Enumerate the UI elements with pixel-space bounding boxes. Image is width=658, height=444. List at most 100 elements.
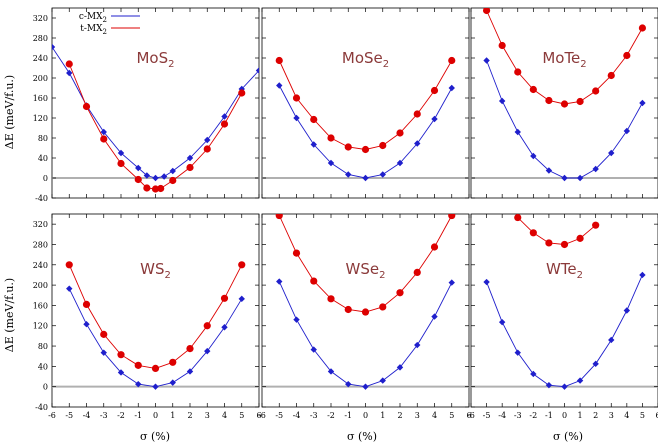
data-point-t-MX2 bbox=[545, 96, 553, 105]
series-line-c-MX2 bbox=[486, 274, 643, 388]
x-axis-label-2: σ (%) bbox=[347, 430, 377, 443]
data-point-t-MX2 bbox=[186, 163, 194, 172]
plot-frame bbox=[261, 7, 470, 199]
panel-title: MoS2 bbox=[136, 49, 174, 70]
panel-title-main: MoTe bbox=[542, 49, 580, 67]
data-point-t-MX2 bbox=[151, 185, 160, 193]
x-tick-label: 0 bbox=[153, 411, 158, 420]
data-point-t-MX2 bbox=[65, 60, 73, 68]
data-point-c-MX2 bbox=[561, 383, 568, 390]
data-point-c-MX2 bbox=[431, 115, 438, 123]
x-tick-label: -5 bbox=[275, 411, 283, 420]
y-tick-label: 240 bbox=[33, 261, 48, 270]
y-tick-label: -40 bbox=[35, 403, 48, 412]
x-tick-label: 6 bbox=[466, 411, 471, 420]
data-point-t-MX2 bbox=[396, 289, 404, 297]
data-point-c-MX2 bbox=[345, 380, 352, 388]
data-point-t-MX2 bbox=[100, 330, 108, 338]
data-point-t-MX2 bbox=[545, 239, 553, 247]
x-tick-label: -1 bbox=[545, 411, 553, 420]
data-point-t-MX2 bbox=[238, 261, 246, 269]
data-point-c-MX2 bbox=[221, 113, 228, 120]
y-tick-label: 80 bbox=[38, 134, 48, 143]
data-point-t-MX2 bbox=[327, 134, 335, 142]
series-line-t-MX2 bbox=[278, 60, 453, 150]
data-point-t-MX2 bbox=[134, 175, 142, 184]
data-point-t-MX2 bbox=[292, 94, 301, 102]
data-point-t-MX2 bbox=[151, 364, 160, 372]
panel-title-main: WS bbox=[140, 260, 164, 278]
data-point-t-MX2 bbox=[413, 110, 421, 118]
data-point-c-MX2 bbox=[514, 128, 521, 136]
panel-title-main: MoSe bbox=[342, 49, 383, 67]
data-point-c-MX2 bbox=[169, 167, 176, 175]
legend-label: t-MX2 bbox=[80, 24, 107, 36]
data-point-c-MX2 bbox=[100, 128, 107, 136]
y-tick-label: 120 bbox=[33, 114, 48, 123]
data-point-c-MX2 bbox=[152, 174, 159, 182]
x-tick-label: -1 bbox=[344, 411, 352, 420]
panel-title: MoSe2 bbox=[342, 49, 389, 70]
x-tick-label: 1 bbox=[578, 411, 583, 420]
series-line-c-MX2 bbox=[278, 281, 453, 388]
series-line-c-MX2 bbox=[68, 288, 243, 388]
series-line-t-MX2 bbox=[68, 264, 243, 369]
data-point-t-MX2 bbox=[576, 234, 584, 242]
x-tick-label: 4 bbox=[222, 411, 227, 420]
data-point-t-MX2 bbox=[82, 300, 91, 309]
data-point-c-MX2 bbox=[396, 364, 404, 371]
data-point-t-MX2 bbox=[344, 143, 352, 151]
y-tick-label: 320 bbox=[33, 14, 48, 23]
series-group bbox=[275, 214, 456, 390]
y-tick-label: 40 bbox=[38, 154, 48, 163]
data-point-c-MX2 bbox=[362, 174, 369, 182]
series-group bbox=[483, 214, 646, 390]
series-group bbox=[482, 8, 647, 182]
data-point-c-MX2 bbox=[186, 368, 194, 375]
data-point-t-MX2 bbox=[576, 97, 584, 106]
x-tick-label: 2 bbox=[397, 411, 402, 420]
series-group bbox=[275, 56, 456, 182]
data-point-c-MX2 bbox=[514, 349, 521, 356]
data-point-t-MX2 bbox=[275, 214, 283, 220]
panel-title: WSe2 bbox=[346, 260, 386, 281]
data-point-t-MX2 bbox=[134, 361, 142, 369]
data-point-t-MX2 bbox=[448, 56, 456, 65]
data-point-c-MX2 bbox=[117, 369, 125, 376]
y-tick-label: 80 bbox=[38, 342, 48, 351]
data-point-t-MX2 bbox=[396, 129, 404, 137]
data-point-t-MX2 bbox=[344, 305, 352, 314]
series-line-c-MX2 bbox=[278, 85, 453, 179]
data-point-c-MX2 bbox=[310, 141, 317, 148]
data-point-t-MX2 bbox=[143, 184, 151, 192]
data-point-c-MX2 bbox=[327, 159, 335, 167]
data-point-c-MX2 bbox=[576, 174, 584, 182]
data-point-c-MX2 bbox=[639, 271, 646, 279]
panel-MoSe2: MoSe2 bbox=[261, 7, 470, 199]
y-tick-label: 40 bbox=[38, 362, 48, 371]
data-point-t-MX2 bbox=[560, 100, 569, 108]
data-point-t-MX2 bbox=[310, 277, 318, 285]
legend-label-subscript: 2 bbox=[103, 28, 107, 36]
data-point-t-MX2 bbox=[292, 249, 301, 257]
data-point-c-MX2 bbox=[561, 174, 568, 182]
data-point-t-MX2 bbox=[607, 71, 615, 80]
y-axis-label-bottom: ΔE (meV/f.u.) bbox=[3, 278, 16, 352]
data-point-c-MX2 bbox=[608, 149, 615, 157]
panel-title-main: WTe bbox=[546, 260, 577, 278]
panel-title-subscript: 2 bbox=[164, 270, 170, 281]
data-point-c-MX2 bbox=[498, 97, 506, 105]
series-line-c-MX2 bbox=[486, 60, 643, 179]
data-point-t-MX2 bbox=[430, 243, 439, 251]
data-point-t-MX2 bbox=[379, 141, 387, 150]
x-tick-label: -6 bbox=[467, 411, 475, 420]
x-tick-label: -4 bbox=[293, 411, 301, 420]
x-tick-label: 5 bbox=[449, 411, 454, 420]
data-point-t-MX2 bbox=[220, 120, 229, 128]
data-point-c-MX2 bbox=[530, 370, 537, 378]
data-point-c-MX2 bbox=[327, 368, 335, 375]
data-point-c-MX2 bbox=[530, 152, 537, 160]
panel-title-main: MoS bbox=[136, 49, 168, 67]
data-point-c-MX2 bbox=[576, 377, 584, 384]
data-point-c-MX2 bbox=[623, 127, 631, 135]
